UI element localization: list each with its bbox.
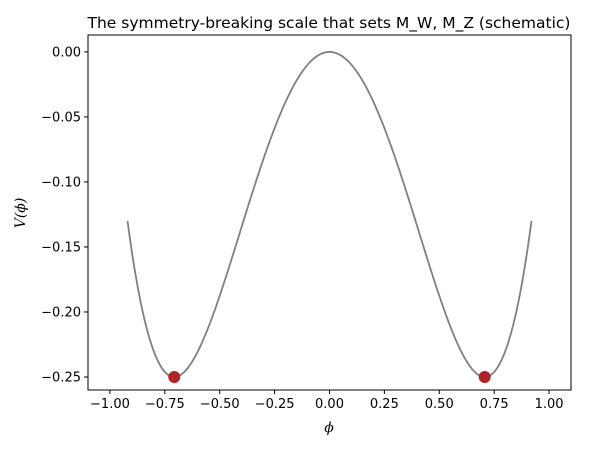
y-tick-label: −0.10: [41, 175, 81, 190]
y-tick-label: −0.05: [41, 110, 81, 125]
potential-curve: [126, 50, 533, 378]
marker-layer: [168, 370, 491, 383]
x-tick-label: −1.00: [90, 397, 130, 412]
x-tick-label: 0.50: [425, 397, 454, 412]
plot-area-frame: [87, 34, 572, 391]
y-tick-label: −0.15: [41, 240, 81, 255]
x-tick-label: −0.75: [145, 397, 185, 412]
minimum-marker: [478, 370, 491, 383]
y-tick-label: −0.25: [41, 370, 81, 385]
y-tick-label: 0.00: [52, 45, 81, 60]
y-axis: 0.00 −0.05 −0.10 −0.15 −0.20 −0.25: [41, 45, 88, 385]
x-axis-label: ϕ: [324, 420, 334, 436]
x-tick-label: 0.00: [315, 397, 344, 412]
x-tick-label: 1.00: [535, 397, 564, 412]
y-tick-label: −0.20: [41, 305, 81, 320]
series-layer: [126, 50, 533, 378]
x-tick-label: 0.25: [370, 397, 399, 412]
x-tick-label: −0.25: [255, 397, 295, 412]
chart-title: The symmetry-breaking scale that sets M_…: [87, 14, 571, 33]
minimum-marker: [168, 370, 181, 383]
x-tick-label: −0.50: [200, 397, 240, 412]
x-tick-label: 0.75: [480, 397, 509, 412]
y-axis-label: V(ϕ): [13, 198, 29, 229]
x-axis: −1.00 −0.75 −0.50 −0.25 0.00 0.25 0.50 0.75 1.00: [90, 390, 564, 412]
